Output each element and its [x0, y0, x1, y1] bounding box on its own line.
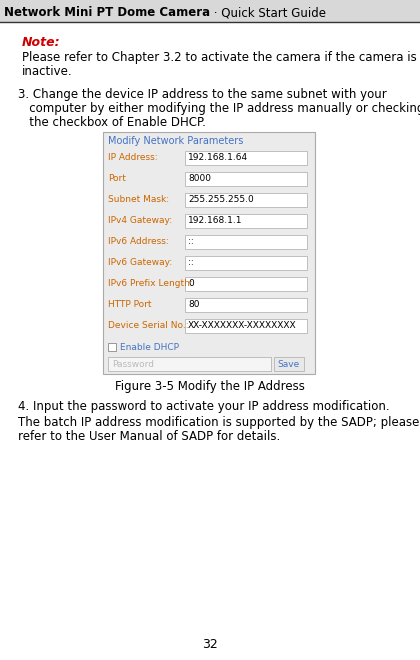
Bar	[108, 357, 271, 371]
Text: Device Serial No.:: Device Serial No.:	[108, 321, 189, 330]
Text: 32: 32	[202, 638, 218, 651]
Text: 8000: 8000	[188, 174, 211, 183]
Bar	[0, 0, 420, 22]
Text: Modify Network Parameters: Modify Network Parameters	[108, 136, 243, 146]
Bar	[185, 256, 307, 270]
Text: 80: 80	[188, 300, 199, 309]
Text: XX-XXXXXXX-XXXXXXXX: XX-XXXXXXX-XXXXXXXX	[188, 321, 297, 330]
Bar	[185, 319, 307, 333]
Text: Save: Save	[278, 360, 300, 369]
Text: Note:: Note:	[22, 36, 60, 49]
Text: 0: 0	[188, 279, 194, 288]
Bar	[274, 357, 304, 371]
Text: IPv4 Gateway:: IPv4 Gateway:	[108, 216, 172, 225]
Text: Subnet Mask:: Subnet Mask:	[108, 195, 169, 204]
Text: 255.255.255.0: 255.255.255.0	[188, 195, 254, 204]
Text: Network Mini PT Dome Camera: Network Mini PT Dome Camera	[4, 7, 210, 20]
Text: HTTP Port: HTTP Port	[108, 300, 152, 309]
Text: IPv6 Prefix Length:: IPv6 Prefix Length:	[108, 279, 193, 288]
Text: 192.168.1.1: 192.168.1.1	[188, 216, 242, 225]
Text: Enable DHCP: Enable DHCP	[120, 343, 179, 352]
Bar	[185, 277, 307, 291]
Text: 3. Change the device IP address to the same subnet with your: 3. Change the device IP address to the s…	[18, 88, 387, 101]
Text: 192.168.1.64: 192.168.1.64	[188, 153, 248, 162]
Text: Password: Password	[112, 360, 154, 369]
Text: computer by either modifying the IP address manually or checking: computer by either modifying the IP addr…	[18, 102, 420, 115]
Bar	[103, 132, 315, 374]
Text: refer to the User Manual of SADP for details.: refer to the User Manual of SADP for det…	[18, 430, 280, 443]
Text: ::: ::	[188, 237, 194, 246]
Bar	[185, 235, 307, 249]
Bar	[185, 298, 307, 312]
Bar	[185, 193, 307, 207]
Bar	[185, 214, 307, 228]
Bar	[185, 172, 307, 186]
Text: ::: ::	[188, 258, 194, 267]
Text: IPv6 Address:: IPv6 Address:	[108, 237, 169, 246]
Text: IP Address:: IP Address:	[108, 153, 158, 162]
Text: 4. Input the password to activate your IP address modification.: 4. Input the password to activate your I…	[18, 400, 390, 413]
Text: inactive.: inactive.	[22, 65, 73, 78]
Bar	[108, 343, 116, 351]
Text: The batch IP address modification is supported by the SADP; please: The batch IP address modification is sup…	[18, 416, 420, 429]
Bar	[185, 151, 307, 165]
Text: Figure 3-5 Modify the IP Address: Figure 3-5 Modify the IP Address	[115, 380, 305, 393]
Text: IPv6 Gateway:: IPv6 Gateway:	[108, 258, 172, 267]
Text: Please refer to Chapter 3.2 to activate the camera if the camera is: Please refer to Chapter 3.2 to activate …	[22, 51, 417, 64]
Text: the checkbox of Enable DHCP.: the checkbox of Enable DHCP.	[18, 116, 206, 129]
Text: · Quick Start Guide: · Quick Start Guide	[210, 7, 326, 20]
Text: Port: Port	[108, 174, 126, 183]
